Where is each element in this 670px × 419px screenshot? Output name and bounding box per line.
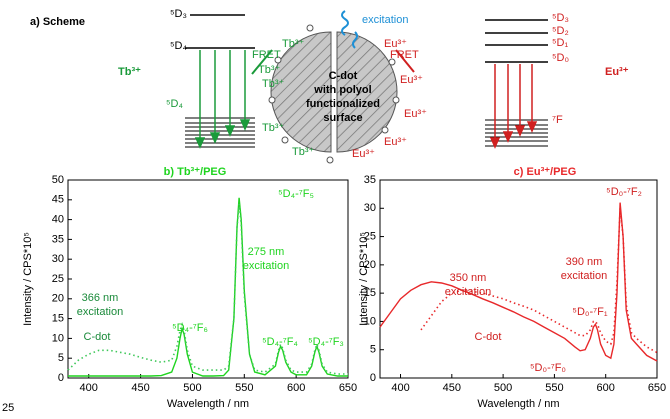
level-label: ⁷F: [552, 114, 563, 126]
annotation: 366 nm: [82, 292, 119, 304]
x-tick-label: 450: [443, 382, 461, 394]
x-tick-label: 400: [391, 382, 409, 394]
y-axis-label: Intensity / CPS*10⁵: [22, 232, 34, 326]
y-tick-label: 0: [58, 372, 64, 384]
site-label: Tb³⁺: [258, 64, 281, 76]
x-tick-label: 450: [131, 382, 149, 394]
annotation: ⁵D₄-⁷F₄: [262, 336, 298, 348]
y-tick-label: 10: [52, 332, 64, 344]
plot-frame: [67, 179, 349, 379]
y-tick-label: 25: [364, 230, 376, 242]
annotation: excitation: [243, 260, 289, 272]
annotation: C-dot: [84, 331, 111, 343]
plot-frame: [379, 179, 658, 379]
annotation: ⁵D₄-⁷F₆: [172, 322, 208, 334]
x-tick-label: 650: [339, 382, 357, 394]
y-tick-label: 40: [52, 214, 64, 226]
scheme-label: excitation: [362, 14, 408, 26]
annotation: C-dot: [475, 331, 502, 343]
data-line: [68, 197, 348, 377]
y-tick-label: 30: [364, 202, 376, 214]
chart-title: c) Eu³⁺/PEG: [514, 166, 577, 178]
site-label: Tb³⁺: [292, 146, 315, 158]
ion-label: Tb³⁺: [118, 66, 141, 78]
y-tick-label: 25: [52, 273, 64, 285]
level-label: ⁵D₁: [552, 37, 569, 49]
y-tick-label: 35: [364, 174, 376, 186]
data-line: [379, 202, 658, 362]
site-label: Eu³⁺: [404, 108, 427, 120]
annotation: excitation: [77, 306, 123, 318]
site-label: Eu³⁺: [384, 38, 407, 50]
x-tick-label: 550: [235, 382, 253, 394]
level-label: ⁵D₄: [170, 40, 188, 52]
scheme-label: C-dot: [329, 70, 358, 82]
chart-title: b) Tb³⁺/PEG: [164, 166, 227, 178]
x-axis-label: Wavelength / nm: [477, 398, 559, 410]
y-axis-label: Intensity / CPS*10⁵: [358, 232, 370, 326]
level-label: ⁵D₂: [552, 25, 569, 37]
y-tick-label: 45: [52, 194, 64, 206]
scheme-label: functionalized: [306, 98, 380, 110]
annotation: ⁵D₄-⁷F₃: [308, 336, 344, 348]
scheme-title: a) Scheme: [30, 16, 85, 28]
annotation: ⁵D₀-⁷F₀: [530, 362, 566, 374]
scheme-label: surface: [323, 112, 362, 124]
site-label: Tb³⁺: [282, 38, 305, 50]
annotation: ⁵D₄-⁷F₅: [278, 188, 314, 200]
y-tick-label: 5: [58, 352, 64, 364]
y-tick-label: 15: [52, 313, 64, 325]
y-tick-label: 0: [370, 372, 376, 384]
x-tick-label: 400: [80, 382, 98, 394]
page-number: 25: [2, 402, 14, 414]
data-line: [420, 208, 658, 354]
annotation: 350 nm: [450, 272, 487, 284]
site-label: Eu³⁺: [384, 136, 407, 148]
x-tick-label: 550: [545, 382, 563, 394]
annotation: excitation: [561, 270, 607, 282]
annotation: 390 nm: [566, 256, 603, 268]
scheme-label: FRET: [252, 49, 281, 61]
annotation: excitation: [445, 286, 491, 298]
y-tick-label: 35: [52, 233, 64, 245]
y-tick-label: 10: [364, 315, 376, 327]
x-axis-label: Wavelength / nm: [167, 398, 249, 410]
y-tick-label: 20: [52, 293, 64, 305]
y-tick-label: 20: [364, 259, 376, 271]
x-tick-label: 500: [183, 382, 201, 394]
x-tick-label: 600: [287, 382, 305, 394]
y-tick-label: 5: [370, 344, 376, 356]
annotation: ⁵D₀-⁷F₁: [572, 306, 607, 318]
y-tick-label: 50: [52, 174, 64, 186]
y-tick-label: 30: [52, 253, 64, 265]
level-label: ⁵D₃: [170, 8, 187, 20]
x-tick-label: 650: [648, 382, 666, 394]
y-tick-label: 15: [364, 287, 376, 299]
annotation: ⁵D₀-⁷F₂: [606, 186, 642, 198]
level-label: ⁵D₀: [552, 52, 569, 64]
site-label: Eu³⁺: [352, 148, 375, 160]
x-tick-label: 600: [597, 382, 615, 394]
site-label: Tb³⁺: [262, 122, 285, 134]
ion-label: Eu³⁺: [605, 66, 629, 78]
level-label: ⁵D₃: [552, 12, 569, 24]
annotation: 275 nm: [248, 246, 285, 258]
data-line: [67, 203, 348, 375]
site-label: Eu³⁺: [400, 74, 423, 86]
level-label: ⁵D₄: [166, 98, 184, 110]
x-tick-label: 500: [494, 382, 512, 394]
scheme-label: FRET: [390, 49, 419, 61]
scheme-shapes: [185, 10, 548, 164]
scheme-label: with polyol: [313, 84, 371, 96]
site-label: Tb³⁺: [262, 78, 285, 90]
